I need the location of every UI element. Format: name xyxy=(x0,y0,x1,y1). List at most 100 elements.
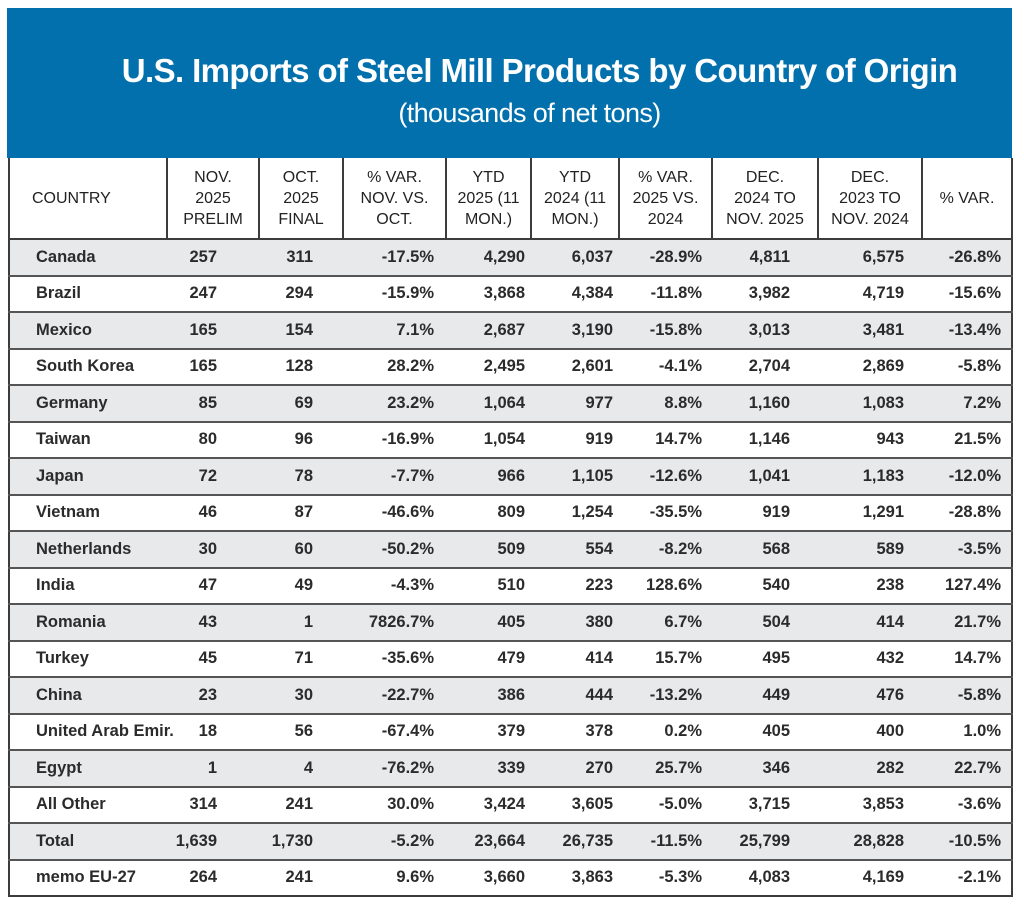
country-name-cell: Canada xyxy=(9,238,167,276)
column-header-line: NOV. 2025 xyxy=(726,210,804,228)
cell-pct-var-nov-vs-oct: -15.9% xyxy=(343,274,446,312)
column-header-line: 2023 TO xyxy=(839,189,901,207)
cell-nov-2025-prelim: 18 xyxy=(167,712,259,750)
country-name-cell: Brazil xyxy=(9,274,167,312)
cell-pct-var-12mo: -28.8% xyxy=(922,493,1012,531)
cell-oct-2025-final: 154 xyxy=(259,311,343,349)
cell-dec-2023-to-nov-2024: 4,719 xyxy=(818,274,922,312)
cell-pct-var-nov-vs-oct: -50.2% xyxy=(343,530,446,568)
column-header-line: % VAR. xyxy=(367,168,422,186)
cell-pct-var-2025-vs-2024: -28.9% xyxy=(619,238,712,276)
cell-pct-var-2025-vs-2024: -35.5% xyxy=(619,493,712,531)
cell-pct-var-2025-vs-2024: -11.8% xyxy=(619,274,712,312)
cell-pct-var-2025-vs-2024: 6.7% xyxy=(619,603,712,641)
country-name-cell: Japan xyxy=(9,457,167,495)
column-header-pct-var-2025-vs-2024: % VAR. 2025 VS. 2024 xyxy=(618,158,713,240)
cell-dec-2024-to-nov-2025: 2,704 xyxy=(712,347,818,385)
cell-pct-var-12mo: -26.8% xyxy=(922,238,1012,276)
cell-pct-var-12mo: -2.1% xyxy=(922,858,1012,896)
cell-ytd-2024: 919 xyxy=(531,420,619,458)
cell-pct-var-12mo: -10.5% xyxy=(922,822,1012,860)
country-name-cell: United Arab Emir. xyxy=(9,712,174,750)
cell-oct-2025-final: 56 xyxy=(259,712,343,750)
column-header-dec-2024-to-nov-2025: DEC. 2024 TO NOV. 2025 xyxy=(711,158,819,240)
column-header-dec-2023-to-nov-2024: DEC. 2023 TO NOV. 2024 xyxy=(817,158,923,240)
cell-nov-2025-prelim: 1,639 xyxy=(167,822,259,860)
cell-dec-2024-to-nov-2025: 504 xyxy=(712,603,818,641)
cell-ytd-2025: 2,687 xyxy=(446,311,531,349)
table-row: China 23 30 -22.7% 386 444 -13.2% 449 476 -5.8% xyxy=(9,676,1012,714)
cell-oct-2025-final: 71 xyxy=(259,639,343,677)
column-header-line: OCT. xyxy=(282,168,320,186)
cell-dec-2024-to-nov-2025: 4,083 xyxy=(712,858,818,896)
column-header-line: OCT. xyxy=(376,210,413,228)
cell-nov-2025-prelim: 1 xyxy=(167,749,259,787)
country-name-cell: South Korea xyxy=(9,347,167,385)
column-header-line: DEC. xyxy=(745,168,785,186)
country-name-cell: Total xyxy=(9,822,167,860)
cell-ytd-2025: 3,660 xyxy=(446,858,531,896)
column-header-ytd-2024: YTD 2024 (11 MON.) xyxy=(530,158,620,240)
cell-nov-2025-prelim: 80 xyxy=(167,420,259,458)
column-header-line: DEC. xyxy=(850,168,890,186)
country-name-cell: Taiwan xyxy=(9,420,167,458)
column-header-line: 2025 xyxy=(283,189,319,207)
table-row: Taiwan 80 96 -16.9% 1,054 919 14.7% 1,146 943 21.… xyxy=(9,420,1012,458)
column-header-line: 2024 (11 xyxy=(544,189,606,207)
cell-pct-var-12mo: 7.2% xyxy=(922,384,1012,422)
cell-oct-2025-final: 128 xyxy=(259,347,343,385)
column-header-line: PRELIM xyxy=(183,210,243,228)
cell-pct-var-nov-vs-oct: 7826.7% xyxy=(343,603,446,641)
country-name-cell: Vietnam xyxy=(9,493,167,531)
column-header-pct-var-12mo: % VAR. xyxy=(921,158,1013,240)
cell-pct-var-nov-vs-oct: 23.2% xyxy=(343,384,446,422)
cell-pct-var-2025-vs-2024: 15.7% xyxy=(619,639,712,677)
cell-nov-2025-prelim: 43 xyxy=(167,603,259,641)
cell-ytd-2025: 3,424 xyxy=(446,785,531,823)
cell-oct-2025-final: 1 xyxy=(259,603,343,641)
country-name-cell: Turkey xyxy=(9,639,167,677)
cell-pct-var-12mo: -13.4% xyxy=(922,311,1012,349)
cell-oct-2025-final: 1,730 xyxy=(259,822,343,860)
cell-dec-2024-to-nov-2025: 346 xyxy=(712,749,818,787)
cell-dec-2023-to-nov-2024: 4,169 xyxy=(818,858,922,896)
country-name-cell: China xyxy=(9,676,167,714)
page-title: U.S. Imports of Steel Mill Products by C… xyxy=(121,52,958,89)
cell-nov-2025-prelim: 165 xyxy=(167,311,259,349)
column-header-line: 2025 (11 xyxy=(457,189,520,207)
cell-ytd-2024: 3,863 xyxy=(531,858,619,896)
cell-pct-var-nov-vs-oct: -76.2% xyxy=(343,749,446,787)
cell-pct-var-nov-vs-oct: -5.2% xyxy=(343,822,446,860)
cell-dec-2024-to-nov-2025: 25,799 xyxy=(712,822,818,860)
cell-pct-var-2025-vs-2024: -8.2% xyxy=(619,530,712,568)
column-header-line: COUNTRY xyxy=(32,189,111,207)
cell-pct-var-2025-vs-2024: -5.0% xyxy=(619,785,712,823)
cell-dec-2024-to-nov-2025: 3,715 xyxy=(712,785,818,823)
cell-ytd-2025: 2,495 xyxy=(446,347,531,385)
memo-row: memo EU-27 264 241 9.6% 3,660 3,863 -5.3% 4,083… xyxy=(9,858,1012,896)
table-row: United Arab Emir. 18 56 -67.4% 379 378 0.2% 405… xyxy=(9,712,1012,750)
imports-table: COUNTRY NOV. 2025 PRELIM OCT. 2025 FINAL % VAR.… xyxy=(8,158,1013,897)
cell-ytd-2024: 444 xyxy=(531,676,619,714)
cell-nov-2025-prelim: 45 xyxy=(167,639,259,677)
cell-pct-var-nov-vs-oct: -16.9% xyxy=(343,420,446,458)
cell-pct-var-2025-vs-2024: -5.3% xyxy=(619,858,712,896)
cell-dec-2023-to-nov-2024: 476 xyxy=(818,676,922,714)
cell-ytd-2025: 379 xyxy=(446,712,531,750)
cell-nov-2025-prelim: 30 xyxy=(167,530,259,568)
cell-pct-var-nov-vs-oct: -4.3% xyxy=(343,566,446,604)
cell-pct-var-12mo: -5.8% xyxy=(922,347,1012,385)
table-row: India 47 49 -4.3% 510 223 128.6% 540 238 127.4% xyxy=(9,566,1012,604)
column-header-line: YTD xyxy=(472,168,505,186)
header-row: COUNTRY NOV. 2025 PRELIM OCT. 2025 FINAL % VAR.… xyxy=(8,158,1013,240)
cell-nov-2025-prelim: 47 xyxy=(167,566,259,604)
cell-pct-var-12mo: -12.0% xyxy=(922,457,1012,495)
column-header-line: 2024 TO xyxy=(734,189,796,207)
cell-ytd-2025: 1,064 xyxy=(446,384,531,422)
column-header-line: MON.) xyxy=(464,210,513,228)
cell-ytd-2025: 4,290 xyxy=(446,238,531,276)
cell-ytd-2025: 509 xyxy=(446,530,531,568)
cell-dec-2023-to-nov-2024: 28,828 xyxy=(818,822,922,860)
page-subtitle: (thousands of net tons) xyxy=(398,98,661,128)
table-row: All Other 314 241 30.0% 3,424 3,605 -5.0% 3,715… xyxy=(9,785,1012,823)
